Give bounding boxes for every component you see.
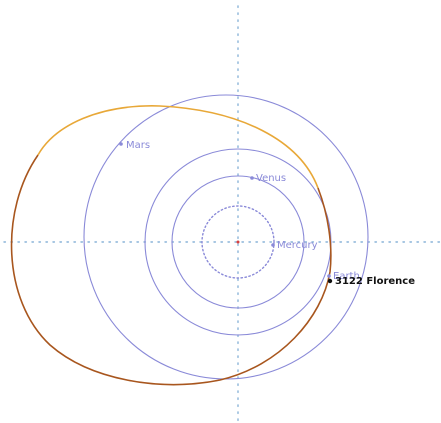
mercury-label: Mercury <box>277 240 318 251</box>
asteroid-marker <box>327 278 333 284</box>
venus-orbit <box>171 175 305 309</box>
mars-orbit <box>83 94 369 380</box>
mercury-marker <box>271 243 275 247</box>
mars-label: Mars <box>126 140 150 151</box>
sun-marker <box>236 240 240 244</box>
asteroid-label: 3122 Florence <box>335 276 415 287</box>
asteroid-orbit-below <box>10 154 332 386</box>
earth-label: Earth <box>333 271 360 282</box>
venus-marker <box>250 176 254 180</box>
asteroid-orbit-above <box>37 105 319 189</box>
venus-label: Venus <box>256 173 286 184</box>
earth-marker <box>327 274 331 278</box>
mercury-orbit <box>201 205 275 279</box>
mars-marker <box>119 142 123 146</box>
